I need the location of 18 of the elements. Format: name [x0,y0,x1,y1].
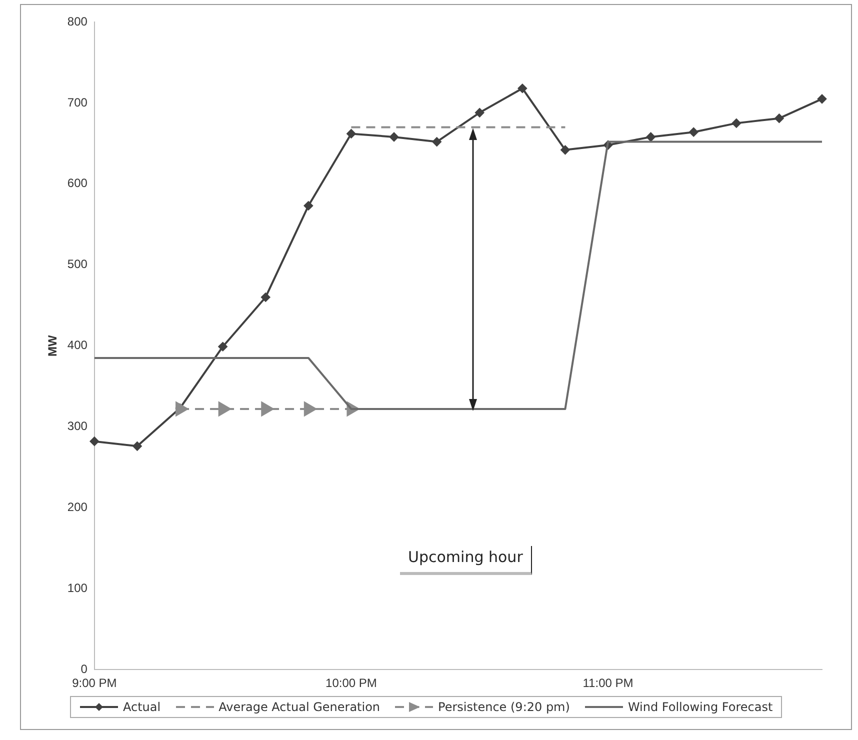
x-tick-label: 11:00 PM [582,676,634,690]
y-axis-title: MW [46,334,60,356]
y-tick-label: 200 [67,500,88,514]
legend-label: Persistence (9:20 pm) [438,700,570,714]
legend-label: Actual [123,700,161,714]
y-tick-label: 0 [80,662,88,676]
x-tick-label: 10:00 PM [326,676,377,690]
y-tick-label: 700 [67,95,88,110]
y-tick-label: 600 [67,176,88,190]
legend-label: Average Actual Generation [218,700,380,714]
y-tick-label: 100 [67,580,88,595]
y-tick-label: 300 [67,419,88,434]
y-tick-label: 800 [67,14,88,28]
y-tick-label: 400 [67,338,88,352]
x-tick-label: 9:00 PM [72,676,117,690]
legend-label: Wind Following Forecast [628,700,773,714]
annotation: Upcoming hour [400,546,532,575]
y-tick-label: 500 [67,257,88,272]
